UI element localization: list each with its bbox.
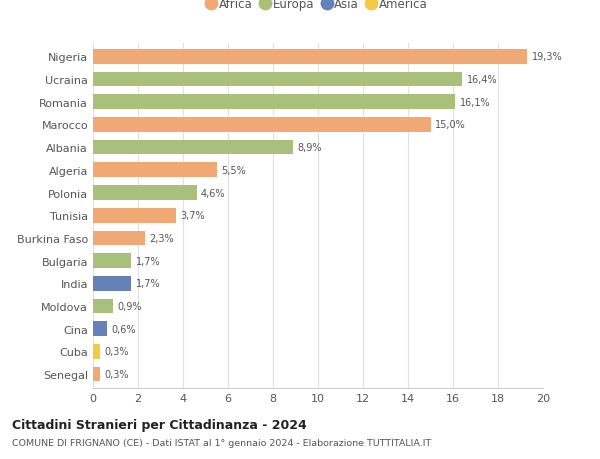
Text: 2,3%: 2,3% <box>149 233 174 243</box>
Bar <box>93 322 107 336</box>
Text: 4,6%: 4,6% <box>201 188 226 198</box>
Bar <box>93 118 431 133</box>
Bar <box>93 95 455 110</box>
Bar <box>93 73 462 87</box>
Text: 0,9%: 0,9% <box>118 301 142 311</box>
Bar <box>93 299 113 313</box>
Bar <box>93 140 293 155</box>
Text: 8,9%: 8,9% <box>298 143 322 153</box>
Text: 15,0%: 15,0% <box>435 120 466 130</box>
Text: COMUNE DI FRIGNANO (CE) - Dati ISTAT al 1° gennaio 2024 - Elaborazione TUTTITALI: COMUNE DI FRIGNANO (CE) - Dati ISTAT al … <box>12 438 431 448</box>
Text: Cittadini Stranieri per Cittadinanza - 2024: Cittadini Stranieri per Cittadinanza - 2… <box>12 418 307 431</box>
Text: 1,7%: 1,7% <box>136 256 160 266</box>
Text: 5,5%: 5,5% <box>221 165 246 175</box>
Bar <box>93 254 131 269</box>
Bar <box>93 186 197 201</box>
Bar <box>93 367 100 381</box>
Text: 16,1%: 16,1% <box>460 97 490 107</box>
Text: 16,4%: 16,4% <box>467 75 497 85</box>
Text: 0,3%: 0,3% <box>104 369 129 379</box>
Bar <box>93 231 145 246</box>
Text: 0,6%: 0,6% <box>111 324 136 334</box>
Bar <box>93 208 176 223</box>
Bar <box>93 276 131 291</box>
Bar <box>93 50 527 65</box>
Text: 0,3%: 0,3% <box>104 347 129 357</box>
Text: 19,3%: 19,3% <box>532 52 562 62</box>
Text: 3,7%: 3,7% <box>181 211 205 221</box>
Legend: Africa, Europa, Asia, America: Africa, Europa, Asia, America <box>206 0 430 14</box>
Bar <box>93 163 217 178</box>
Bar <box>93 344 100 359</box>
Text: 1,7%: 1,7% <box>136 279 160 289</box>
